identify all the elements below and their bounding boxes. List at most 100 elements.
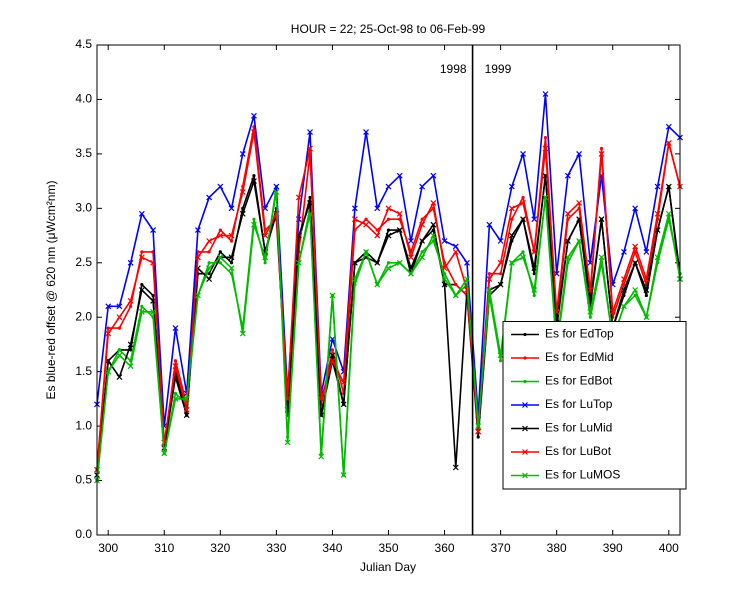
- marker: [375, 228, 379, 232]
- marker: [329, 357, 336, 364]
- marker: [621, 287, 627, 293]
- marker: [228, 205, 235, 212]
- marker: [665, 140, 672, 146]
- marker: [329, 336, 336, 342]
- x-tick-label: 360: [435, 541, 455, 555]
- marker: [564, 172, 571, 179]
- marker: [643, 248, 650, 255]
- marker: [520, 216, 526, 223]
- marker: [386, 217, 391, 221]
- series: [94, 189, 683, 484]
- marker: [564, 238, 571, 244]
- marker: [105, 330, 112, 337]
- marker: [633, 293, 637, 298]
- x-tick-label: 400: [659, 541, 679, 555]
- marker: [138, 254, 145, 261]
- marker: [340, 401, 347, 408]
- marker: [207, 261, 211, 265]
- y-tick-label: 4.5: [75, 37, 92, 51]
- legend-marker: [523, 379, 527, 384]
- marker: [499, 359, 503, 363]
- marker: [229, 261, 234, 265]
- marker: [531, 287, 538, 293]
- marker: [206, 276, 213, 283]
- marker: [508, 205, 515, 212]
- marker: [206, 265, 213, 272]
- legend-marker: [523, 356, 527, 360]
- marker: [454, 282, 458, 287]
- marker: [138, 287, 145, 293]
- marker: [117, 348, 122, 352]
- y-tick-label: 0.0: [75, 527, 92, 541]
- marker: [598, 216, 605, 223]
- marker: [116, 314, 123, 321]
- y-tick-label: 2.5: [75, 255, 92, 269]
- marker: [587, 308, 594, 315]
- marker: [239, 210, 246, 217]
- x-tick-label: 340: [322, 541, 342, 555]
- marker: [452, 292, 459, 299]
- marker: [239, 150, 246, 157]
- marker: [307, 145, 313, 152]
- legend-marker: [522, 449, 528, 455]
- marker: [273, 183, 280, 190]
- legend-marker: [522, 472, 528, 479]
- marker: [239, 189, 246, 195]
- marker: [351, 259, 358, 266]
- marker: [150, 308, 156, 315]
- marker: [407, 238, 414, 244]
- marker: [229, 239, 234, 243]
- marker: [521, 250, 525, 254]
- marker: [419, 254, 426, 261]
- marker: [542, 194, 549, 201]
- marker: [228, 265, 235, 272]
- marker: [206, 238, 213, 244]
- marker: [318, 395, 325, 402]
- marker: [105, 303, 112, 310]
- annotation: 1999: [485, 62, 512, 76]
- legend-label: Es for LuMid: [545, 421, 612, 435]
- marker: [508, 259, 515, 266]
- legend: Es for EdTop Es for EdMid Es for EdBot Es f…: [502, 321, 687, 490]
- marker: [374, 259, 381, 266]
- marker: [396, 172, 403, 179]
- marker: [588, 315, 592, 319]
- marker: [654, 227, 661, 234]
- marker: [665, 210, 672, 217]
- marker: [419, 238, 426, 244]
- marker: [106, 326, 110, 330]
- marker: [351, 276, 358, 283]
- marker: [374, 281, 381, 288]
- marker: [564, 210, 571, 217]
- chart-title: HOUR = 22; 25-Oct-98 to 06-Feb-99: [291, 22, 486, 36]
- marker: [385, 232, 392, 239]
- marker: [172, 395, 179, 402]
- marker: [475, 423, 482, 430]
- y-tick-label: 0.5: [75, 473, 92, 487]
- marker: [407, 254, 414, 261]
- x-tick-label: 300: [98, 541, 118, 555]
- marker: [497, 238, 504, 244]
- marker: [307, 129, 313, 136]
- marker: [251, 112, 257, 119]
- marker: [262, 254, 269, 261]
- marker: [386, 261, 391, 265]
- marker: [183, 412, 190, 419]
- legend-marker: [523, 332, 527, 337]
- legend-label: Es for LuBot: [545, 444, 612, 458]
- marker: [207, 250, 211, 254]
- marker: [654, 183, 661, 190]
- marker: [385, 205, 392, 212]
- marker: [643, 276, 650, 283]
- marker: [420, 250, 424, 254]
- marker: [330, 348, 335, 352]
- marker: [194, 227, 201, 234]
- x-tick-label: 350: [378, 541, 398, 555]
- marker: [576, 150, 583, 157]
- marker: [419, 183, 426, 190]
- x-tick-label: 320: [210, 541, 230, 555]
- legend-marker: [522, 402, 528, 408]
- marker: [150, 259, 156, 266]
- marker: [520, 150, 526, 157]
- marker: [632, 287, 639, 293]
